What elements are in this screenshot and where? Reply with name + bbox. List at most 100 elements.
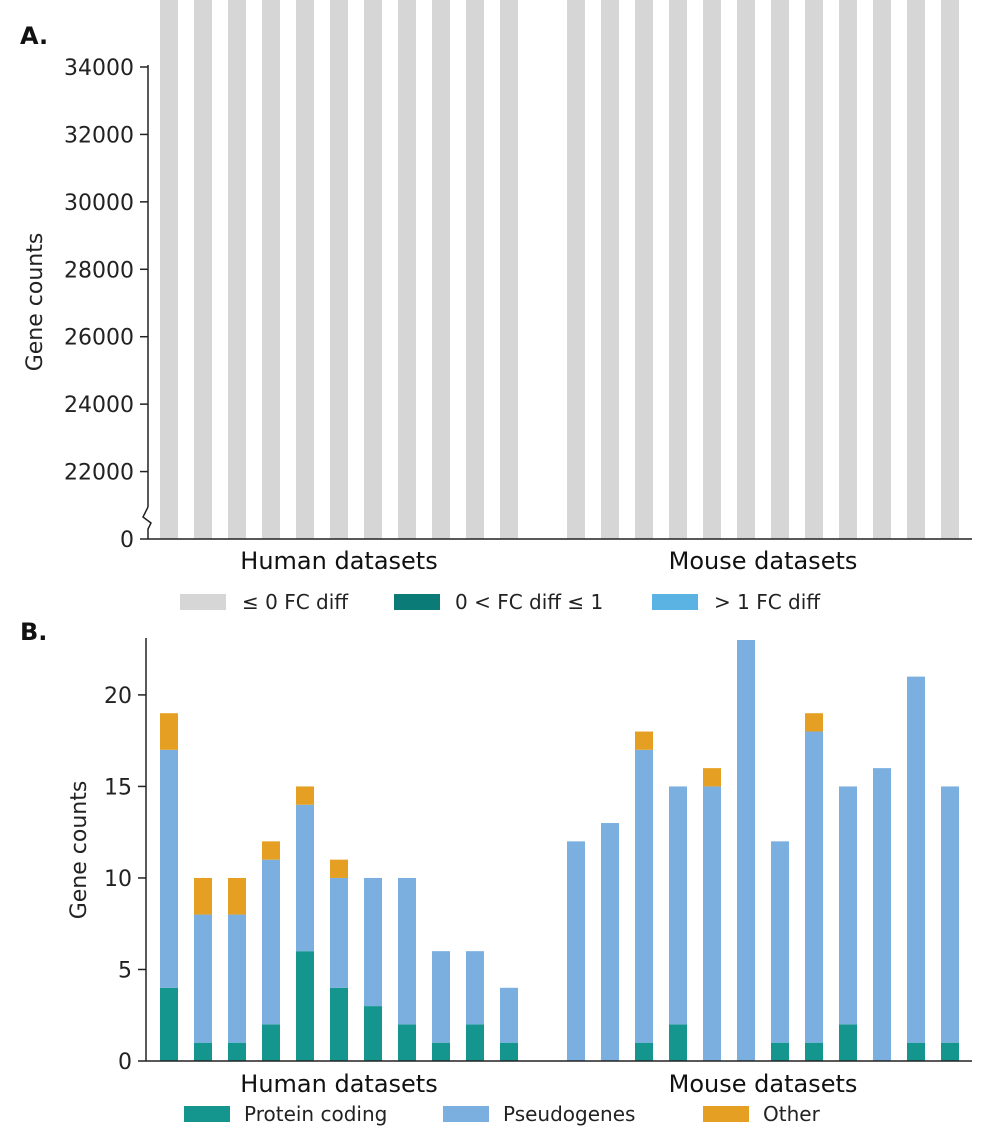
y-tick-label: 22000 <box>64 461 134 486</box>
bar-segment--0-fc-diff <box>466 0 484 540</box>
bar-segment-protein-coding <box>432 1042 450 1061</box>
bar-segment--0-fc-diff <box>703 0 721 539</box>
panel-b-axes <box>145 638 972 1062</box>
bar-segment-pseudogenes <box>737 640 755 1061</box>
bar-segment--0-fc-diff <box>805 0 823 539</box>
bar-segment-protein-coding <box>635 1042 653 1061</box>
bar-segment-pseudogenes <box>703 786 721 1061</box>
bar-segment-pseudogenes <box>330 877 348 988</box>
bar-segment--0-fc-diff <box>601 0 619 539</box>
bar-segment-pseudogenes <box>262 859 280 1025</box>
y-tick-label: 28000 <box>64 258 134 283</box>
bar-segment-protein-coding <box>669 1024 687 1061</box>
bar-segment-protein-coding <box>194 1042 212 1061</box>
bar-segment-pseudogenes <box>160 749 178 988</box>
y-tick-label: 15 <box>104 775 132 800</box>
bar-segment-pseudogenes <box>432 951 450 1043</box>
bar-segment-protein-coding <box>228 1042 246 1061</box>
bar-segment--0-fc-diff <box>330 0 348 539</box>
legend-label-pseudogenes: Pseudogenes <box>503 1102 635 1126</box>
bar-segment--0-fc-diff <box>262 0 280 539</box>
bar-segment-protein-coding <box>466 1024 484 1061</box>
bar-segment--0-fc-diff <box>228 0 246 540</box>
legend-swatch-pseudogenes <box>443 1106 489 1122</box>
panel-a-label: A. <box>20 22 48 50</box>
y-tick-label: 34000 <box>64 56 134 81</box>
panel-b: B. Gene counts 0 5 10 15 20 Human datasets M… <box>20 618 972 1126</box>
bar-segment-pseudogenes <box>805 731 823 1043</box>
panel-a: A. Gene counts 0 22000 24000 26000 28000 3000… <box>20 0 972 614</box>
legend-label-protein-coding: Protein coding <box>244 1102 387 1126</box>
bar-segment-other <box>703 768 721 787</box>
panel-b-bars <box>160 640 959 1061</box>
bar-segment--0-fc-diff <box>160 0 178 539</box>
y-tick-label: 5 <box>118 958 132 983</box>
bar-segment-other <box>330 859 348 878</box>
bar-segment-other <box>194 877 212 915</box>
bar-segment-pseudogenes <box>398 877 416 1025</box>
bar-segment-protein-coding <box>500 1042 518 1061</box>
bar-segment-other <box>160 713 178 750</box>
bar-segment--0-fc-diff <box>296 0 314 540</box>
bar-segment--0-fc-diff <box>500 0 518 540</box>
bar-segment-protein-coding <box>330 987 348 1061</box>
legend-label-gt1: > 1 FC diff <box>714 590 821 614</box>
bar-segment-pseudogenes <box>771 841 789 1043</box>
panel-a-y-ticks: 0 22000 24000 26000 28000 30000 32000 34000 <box>64 56 148 553</box>
panel-b-group-label-human: Human datasets <box>240 1070 437 1098</box>
y-tick-label: 30000 <box>64 191 134 216</box>
bar-segment--0-fc-diff <box>364 0 382 540</box>
bar-segment-other <box>805 713 823 732</box>
bar-segment-pseudogenes <box>466 951 484 1025</box>
y-tick-label: 10 <box>104 867 132 892</box>
bar-segment-protein-coding <box>398 1024 416 1061</box>
bar-segment-pseudogenes <box>194 914 212 1043</box>
y-tick-label: 0 <box>118 1050 132 1075</box>
bar-segment--0-fc-diff <box>669 0 687 539</box>
bar-segment-other <box>262 841 280 860</box>
bar-segment-pseudogenes <box>873 768 891 1061</box>
bar-segment-pseudogenes <box>941 786 959 1043</box>
panel-a-axes <box>142 65 972 540</box>
bar-segment--0-fc-diff <box>432 0 450 539</box>
bar-segment-protein-coding <box>805 1042 823 1061</box>
panel-b-y-axis-label: Gene counts <box>67 781 92 920</box>
bar-segment--0-fc-diff <box>771 0 789 539</box>
bar-segment-pseudogenes <box>635 749 653 1043</box>
panel-a-group-label-human: Human datasets <box>240 547 437 575</box>
legend-swatch-gt1 <box>652 594 698 610</box>
legend-swatch-other <box>703 1106 749 1122</box>
y-tick-label: 24000 <box>64 393 134 418</box>
bar-segment-protein-coding <box>839 1024 857 1061</box>
bar-segment-other <box>228 877 246 915</box>
bar-segment-protein-coding <box>907 1042 925 1061</box>
legend-swatch-mid <box>394 594 440 610</box>
bar-segment-pseudogenes <box>296 804 314 952</box>
bar-segment-pseudogenes <box>601 823 619 1061</box>
bar-segment-pseudogenes <box>567 841 585 1061</box>
bar-segment--0-fc-diff <box>839 0 857 539</box>
bar-segment--0-fc-diff <box>873 0 891 539</box>
legend-label-mid: 0 < FC diff ≤ 1 <box>455 590 603 614</box>
bar-segment--0-fc-diff <box>907 0 925 539</box>
bar-segment-protein-coding <box>364 1006 382 1061</box>
y-tick-label: 32000 <box>64 123 134 148</box>
bar-segment-other <box>296 786 314 805</box>
bar-segment-pseudogenes <box>907 676 925 1043</box>
panel-a-group-label-mouse: Mouse datasets <box>669 547 858 575</box>
bar-segment--0-fc-diff <box>737 0 755 540</box>
y-tick-label: 0 <box>120 528 134 553</box>
bar-segment--0-fc-diff <box>398 0 416 540</box>
panel-b-legend: Protein coding Pseudogenes Other <box>184 1102 821 1126</box>
bar-segment--0-fc-diff <box>194 0 212 539</box>
panel-b-y-ticks: 0 5 10 15 20 <box>104 684 146 1075</box>
panel-a-bars <box>160 0 959 540</box>
bar-segment-protein-coding <box>262 1024 280 1061</box>
bar-segment-protein-coding <box>771 1042 789 1061</box>
panel-a-y-axis-label: Gene counts <box>23 233 48 372</box>
bar-segment-protein-coding <box>296 951 314 1061</box>
y-tick-label: 26000 <box>64 326 134 351</box>
bar-segment-pseudogenes <box>228 914 246 1043</box>
bar-segment-pseudogenes <box>839 786 857 1025</box>
